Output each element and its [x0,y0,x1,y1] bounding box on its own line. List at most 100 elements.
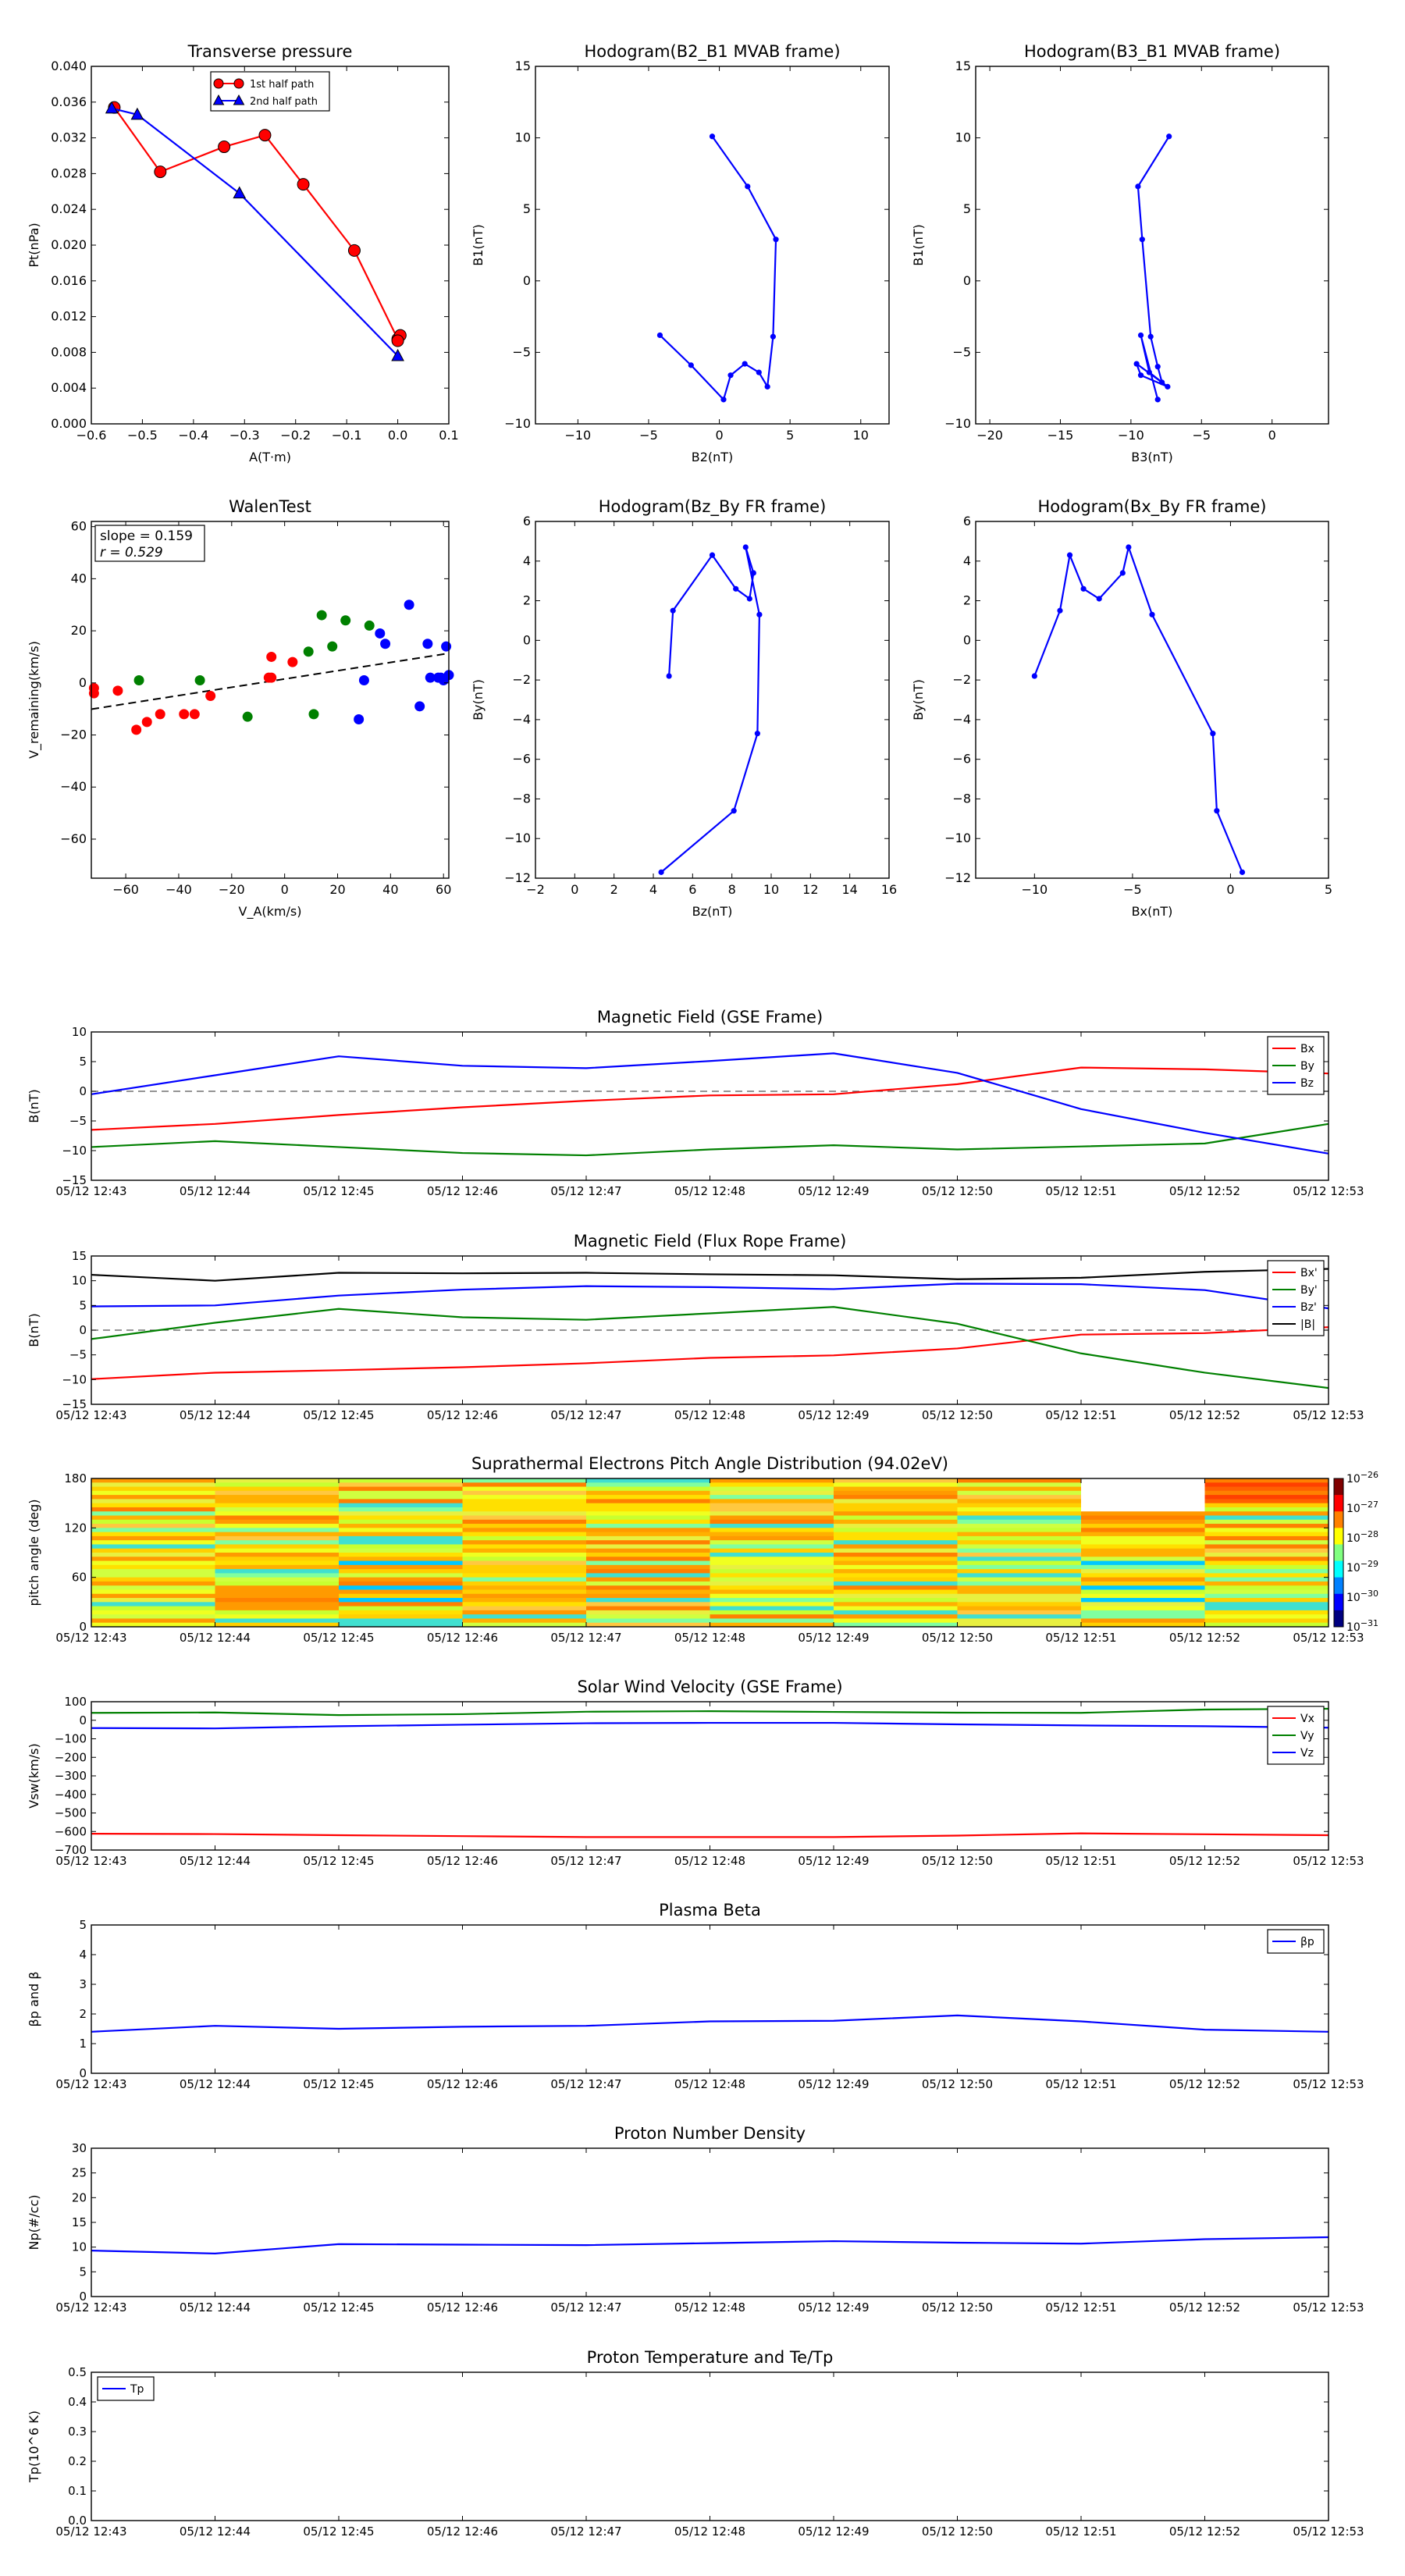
strip-8-cell [586,1560,710,1566]
strip-12-ytick-label: 0.5 [68,2365,87,2379]
strip-8-cell [957,1535,1082,1541]
strip-8-cell [957,1507,1082,1512]
strip-8-cell [1081,1519,1205,1525]
strip-7-legend-label: By' [1300,1284,1318,1297]
panel-3-point [189,709,200,720]
panel-3-point [131,724,142,735]
strip-8-cell [91,1606,215,1611]
strip-12-ytick-label: 0.3 [68,2425,87,2439]
strip-8-cell [710,1618,834,1624]
panel-5-xtick-label: 5 [1325,882,1332,897]
strip-10: Plasma Beta 0 1 2 3 4 5 05/12 12:43 05/12 12:44 0… [27,1901,1364,2091]
strip-8-cell [462,1540,587,1545]
strip-10-ytick-label: 3 [79,1977,87,1991]
panel-5: Hodogram(Bx_By FR frame) −12 −10 −8 −6 −4 −2 0 2… [911,497,1332,919]
strip-8-cell [710,1519,834,1525]
panel-2-xtick-label: −15 [1048,428,1074,443]
strip-8-cell [91,1622,215,1628]
panel-0-legend-marker [212,94,225,105]
strip-8-cell [586,1503,710,1508]
strip-8-cell [586,1553,710,1557]
strip-8-cell [710,1602,834,1607]
strip-8-cell [462,1557,587,1562]
strip-12-title: Proton Temperature and Te/Tp [587,2348,834,2367]
strip-8-cell [91,1557,215,1562]
panel-1-xtick-label: 10 [853,428,869,443]
panel-1-xlabel: B2(nT) [692,450,734,464]
strip-10-xtick-label: 05/12 12:52 [1169,2077,1240,2091]
strip-9-series-0-line [91,1832,1329,1838]
strip-8-cell [91,1478,215,1483]
panel-5-point [1066,552,1073,558]
panel-4-point [746,596,752,602]
strip-8-cell [91,1581,215,1586]
strip-8-cell [834,1577,958,1582]
strip-10-xtick-label: 05/12 12:53 [1293,2077,1364,2091]
strip-8-cell [1204,1519,1329,1525]
strip-8-cell [462,1618,587,1624]
strip-11-series-0-line [91,2236,1329,2254]
strip-8-cell [91,1511,215,1516]
strip-8-cell [710,1478,834,1483]
panel-0-xtick-label: −0.5 [127,428,158,443]
panel-0-xtick-label: 0.0 [388,428,407,443]
panel-5-title: Hodogram(Bx_By FR frame) [1038,497,1267,517]
panel-0-point [105,101,119,114]
panel-4-xtick-label: 16 [881,882,897,897]
strip-8-cell [339,1544,463,1550]
strip-8-cell [215,1585,340,1590]
strip-8-cell [339,1511,463,1516]
strip-11-ytick-label: 25 [72,2166,87,2180]
panel-4-xtick-label: 14 [841,882,857,897]
strip-8-cell [339,1490,463,1496]
strip-8-cell [91,1535,215,1541]
panel-5-ytick-label: 4 [963,553,971,568]
strip-7-title: Magnetic Field (Flux Rope Frame) [574,1232,847,1251]
strip-8-cell [1081,1602,1205,1607]
strip-8-cell [834,1511,958,1516]
panel-3-point [354,714,365,725]
panel-3-point [316,610,327,621]
strip-8-cell [339,1535,463,1541]
panel-3: WalenTest −60 −40 −20 0 20 40 60 −60 −40 −20 0 20 40 6… [27,497,454,920]
strip-8-cell [1081,1507,1205,1512]
strip-8-cell [215,1569,340,1574]
strip-7-ytick-label: −15 [62,1397,87,1411]
strip-8-cell [1081,1482,1205,1488]
strip-8-cell [215,1602,340,1607]
strip-8-cell [957,1610,1082,1615]
strip-8-cell [215,1564,340,1570]
panel-4-ytick-label: 0 [523,632,531,647]
strip-6: Magnetic Field (GSE Frame) −15 −10 −5 0 5 10 05… [27,1008,1364,1198]
panel-5-point [1239,869,1246,875]
strip-7-legend-label: Bx' [1300,1267,1318,1279]
strip-8-cell [462,1598,587,1603]
strip-8-cell [834,1618,958,1624]
strip-8-cell [957,1519,1082,1525]
strip-8-cell [1081,1577,1205,1582]
strip-8-cell [462,1519,587,1525]
strip-8-cell [957,1515,1082,1521]
strip-8-cell [215,1581,340,1586]
strip-8-cell [710,1544,834,1550]
panel-1-point [756,369,762,375]
strip-10-xtick-label: 05/12 12:49 [798,2077,869,2091]
strip-8-cell [834,1544,958,1550]
strip-8-cell [1204,1524,1329,1528]
panel-2-point [1146,369,1152,375]
strip-9-ytick-label: 0 [79,1713,87,1727]
strip-8-cell [834,1499,958,1504]
strip-12-ylabel: Tp(10^6 K) [27,2411,41,2483]
strip-7-legend-label: |B| [1300,1318,1315,1331]
strip-8-cell [339,1532,463,1537]
strip-8-cell [834,1515,958,1521]
strip-8-cell [1081,1532,1205,1537]
panel-3-point [287,656,298,667]
panel-2-ylabel: B1(nT) [911,224,926,266]
strip-8-cell [462,1503,587,1508]
panel-0-xlabel: A(T·m) [249,450,291,464]
strip-8-cell [462,1610,587,1615]
panel-2-title: Hodogram(B3_B1 MVAB frame) [1024,42,1280,62]
strip-8-colorbar-segment [1334,1478,1343,1496]
strip-9-title: Solar Wind Velocity (GSE Frame) [577,1678,842,1696]
